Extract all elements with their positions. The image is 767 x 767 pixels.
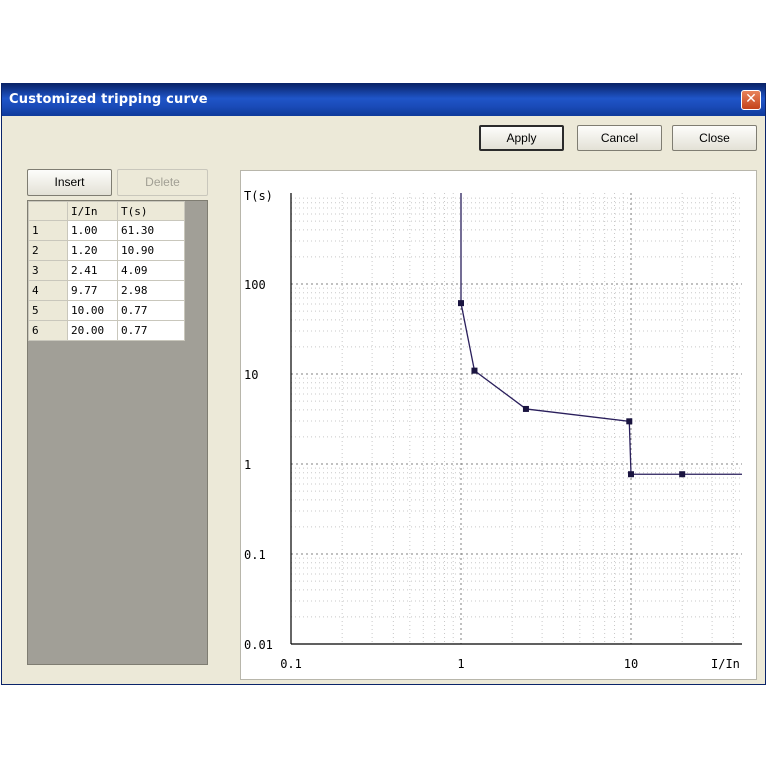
y-tick-label: 0.1 [244, 548, 266, 562]
row-number-header [28, 201, 68, 221]
x-tick-label: 0.1 [280, 657, 302, 671]
table-row[interactable]: 6 20.00 0.77 [28, 320, 185, 341]
x-tick-label: 10 [624, 657, 638, 671]
y-tick-label: 10 [244, 368, 258, 382]
data-point-marker[interactable] [471, 367, 478, 374]
table-row[interactable]: 1 1.00 61.30 [28, 220, 185, 241]
cancel-button[interactable]: Cancel [577, 125, 662, 151]
time-cell[interactable]: 61.30 [117, 220, 185, 241]
data-point-marker[interactable] [458, 300, 464, 307]
tripping-curve-chart: 0.1 1 10 0.01 0.1 1 10 100 T(s) I/In [240, 170, 757, 680]
tick-labels: 0.1 1 10 0.01 0.1 1 10 100 [244, 278, 638, 671]
current-ratio-cell[interactable]: 9.77 [67, 280, 118, 301]
grid-major [291, 193, 742, 644]
current-ratio-cell[interactable]: 10.00 [67, 300, 118, 321]
current-ratio-header: I/In [67, 201, 118, 221]
data-point-marker[interactable] [679, 471, 686, 478]
current-ratio-cell[interactable]: 1.00 [67, 220, 118, 241]
chart-svg: 0.1 1 10 0.01 0.1 1 10 100 T(s) I/In [244, 189, 742, 671]
time-cell[interactable]: 0.77 [117, 300, 185, 321]
current-ratio-cell[interactable]: 1.20 [67, 240, 118, 261]
table-row[interactable]: 2 1.20 10.90 [28, 240, 185, 261]
table-row[interactable]: 4 9.77 2.98 [28, 280, 185, 301]
apply-button[interactable]: Apply [479, 125, 564, 151]
x-axis-label: I/In [711, 657, 740, 671]
time-cell[interactable]: 0.77 [117, 320, 185, 341]
x-tick-label: 1 [457, 657, 464, 671]
row-number-cell[interactable]: 3 [28, 260, 68, 281]
series-line [460, 193, 742, 475]
row-number-cell[interactable]: 1 [28, 220, 68, 241]
time-cell[interactable]: 10.90 [117, 240, 185, 261]
window-title: Customized tripping curve [9, 92, 208, 107]
grid-minor [291, 193, 742, 644]
current-ratio-cell[interactable]: 20.00 [67, 320, 118, 341]
insert-button[interactable]: Insert [27, 169, 112, 196]
row-number-cell[interactable]: 2 [28, 240, 68, 261]
curve-points-table: I/In T(s) 1 1.00 61.30 2 1.20 10.90 3 2.… [28, 201, 185, 341]
axes [290, 193, 742, 645]
close-button[interactable]: Close [672, 125, 757, 151]
y-tick-label: 1 [244, 458, 251, 472]
y-tick-label: 100 [244, 278, 266, 292]
table-row[interactable]: 5 10.00 0.77 [28, 300, 185, 321]
y-tick-label: 0.01 [244, 638, 273, 652]
data-point-marker[interactable] [522, 405, 529, 412]
table-row[interactable]: 3 2.41 4.09 [28, 260, 185, 281]
time-header: T(s) [117, 201, 185, 221]
data-point-marker[interactable] [628, 471, 634, 478]
y-axis-label: T(s) [244, 189, 273, 203]
row-number-cell[interactable]: 6 [28, 320, 68, 341]
title-bar: Customized tripping curve ✕ [2, 84, 765, 116]
row-number-cell[interactable]: 4 [28, 280, 68, 301]
table-header-row: I/In T(s) [28, 201, 185, 221]
data-point-marker[interactable] [626, 418, 633, 425]
current-ratio-cell[interactable]: 2.41 [67, 260, 118, 281]
delete-button: Delete [117, 169, 208, 196]
time-cell[interactable]: 4.09 [117, 260, 185, 281]
row-number-cell[interactable]: 5 [28, 300, 68, 321]
time-cell[interactable]: 2.98 [117, 280, 185, 301]
close-icon[interactable]: ✕ [741, 90, 761, 110]
series [458, 193, 742, 478]
